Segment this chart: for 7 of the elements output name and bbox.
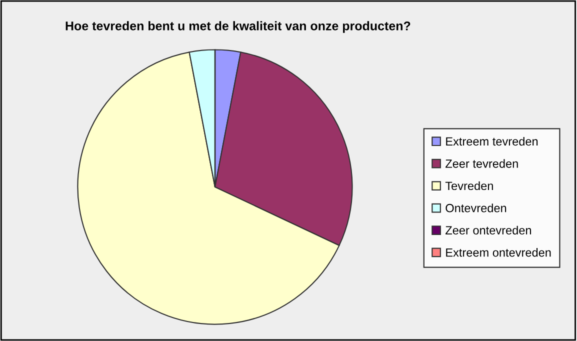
legend-label: Zeer tevreden xyxy=(446,159,518,168)
legend-label: Tevreden xyxy=(445,181,493,190)
chart-title: Hoe tevreden bent u met de kwaliteit van onze producten? xyxy=(66,21,410,33)
legend-label: Extreem tevreden xyxy=(446,136,538,146)
legend-label: Zeer ontevreden xyxy=(446,226,532,234)
legend-label: Ontevreden xyxy=(446,204,506,212)
legend-label: Extreem ontevreden xyxy=(446,248,551,257)
